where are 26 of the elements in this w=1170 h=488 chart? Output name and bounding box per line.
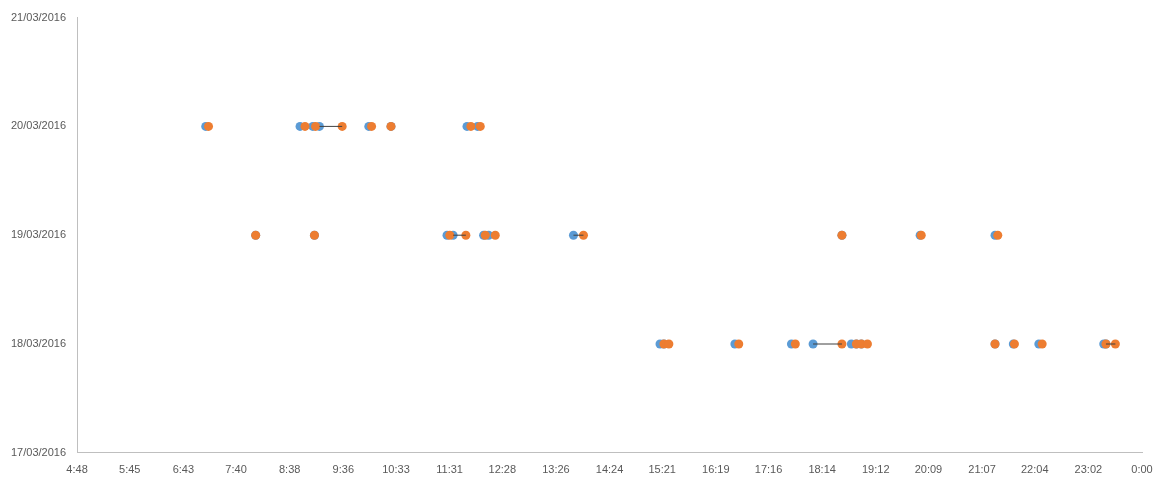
- x-tick-label: 6:43: [172, 463, 195, 476]
- x-tick-label: 22:04: [1021, 463, 1049, 476]
- x-tick-label: 8:38: [278, 463, 301, 476]
- x-tick-label: 9:36: [332, 463, 354, 476]
- x-tick-label: 7:40: [225, 463, 247, 476]
- x-tick-label: 5:45: [119, 463, 141, 476]
- y-tick-label: 21/03/2016: [10, 10, 67, 23]
- x-tick-label: 12:28: [488, 463, 517, 476]
- y-tick-label: 20/03/2016: [10, 119, 67, 132]
- y-tick-label: 17/03/2016: [10, 445, 67, 458]
- x-tick-label: 18:14: [808, 463, 836, 476]
- x-tick-label: 14:24: [595, 463, 624, 476]
- x-tick-label: 10:33: [382, 463, 410, 476]
- x-tick-label: 4:48: [66, 463, 88, 476]
- x-tick-label: 23:02: [1074, 463, 1103, 476]
- x-tick-label: 15:21: [648, 463, 676, 476]
- y-tick-label: 18/03/2016: [10, 337, 67, 350]
- x-tick-label: 0:00: [1131, 463, 1153, 476]
- x-tick-label: 19:12: [862, 463, 890, 476]
- x-tick-label: 13:26: [542, 463, 570, 476]
- x-tick-label: 21:07: [968, 463, 996, 476]
- x-tick-label: 11:31: [436, 463, 463, 476]
- x-tick-label: 16:19: [702, 463, 730, 476]
- x-tick-label: 20:09: [914, 463, 943, 476]
- x-tick-label: 17:16: [754, 463, 783, 476]
- y-tick-label: 19/03/2016: [10, 228, 67, 241]
